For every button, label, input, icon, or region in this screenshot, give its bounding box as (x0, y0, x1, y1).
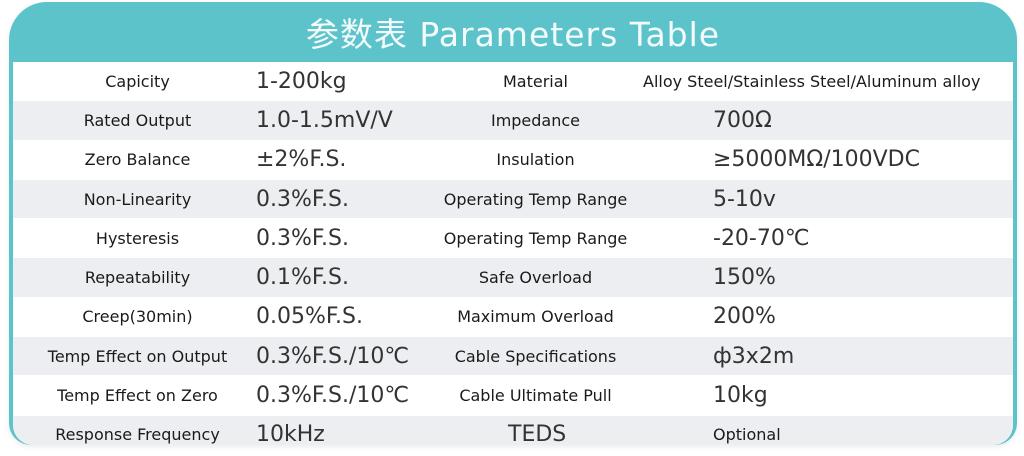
param-label: Impedance (490, 110, 581, 130)
param-value: 1.0-1.5mV/V (256, 107, 393, 133)
param-value: 5-10v (713, 186, 776, 212)
param-label: Safe Overload (478, 268, 593, 288)
param-label: Rated Output (83, 110, 192, 130)
param-value: 10kHz (256, 422, 325, 445)
param-value: Alloy Steel/Stainless Steel/Aluminum all… (643, 71, 981, 91)
table-row: Capicity 1-200kg Material Alloy Steel/St… (13, 62, 1013, 102)
param-label: Cable Specifications (454, 346, 617, 366)
param-label: Cable Ultimate Pull (459, 386, 612, 406)
param-label: TEDS (508, 422, 567, 445)
table-row: Repeatability 0.1%F.S. Safe Overload 150… (13, 258, 1013, 298)
param-label: Repeatability (84, 268, 191, 288)
table-row: Rated Output 1.0-1.5mV/V Impedance 700Ω (13, 101, 1013, 141)
param-value: Optional (713, 425, 781, 445)
param-label: Zero Balance (84, 150, 191, 170)
param-value: 150% (713, 265, 776, 291)
param-value: 10kg (713, 383, 768, 409)
table-body: Capicity 1-200kg Material Alloy Steel/St… (13, 62, 1013, 445)
param-label: Temp Effect on Zero (57, 386, 218, 406)
param-value: -20-70℃ (713, 225, 810, 251)
table-row: Response Frequency 10kHz TEDS Optional (13, 415, 1013, 445)
param-label: Temp Effect on Output (47, 346, 228, 366)
param-label: Insulation (496, 150, 575, 170)
param-label: Response Frequency (55, 425, 220, 445)
table-row: Non-Linearity 0.3%F.S. Operating Temp Ra… (13, 179, 1013, 220)
table-row: Hysteresis 0.3%F.S. Operating Temp Range… (13, 219, 1013, 259)
param-value: 0.3%F.S./10℃ (256, 383, 410, 409)
param-value: ±2%F.S. (256, 147, 347, 173)
param-value: 0.1%F.S. (256, 265, 349, 291)
param-label: Operating Temp Range (443, 189, 628, 209)
param-label: Hysteresis (95, 228, 180, 248)
param-value: 700Ω (713, 107, 772, 133)
param-label: Non-Linearity (83, 189, 192, 209)
param-value: 0.3%F.S. (256, 186, 349, 212)
param-value: ф3x2m (713, 343, 795, 369)
param-label: Capicity (105, 71, 170, 91)
param-value: 200% (713, 304, 776, 330)
param-value: ≥5000MΩ/100VDC (713, 147, 920, 173)
param-label: Maximum Overload (457, 307, 614, 327)
param-value: 0.3%F.S. (256, 225, 349, 251)
parameters-table: 参数表 Parameters Table Capicity 1-200kg Ma… (9, 2, 1017, 445)
param-label: Operating Temp Range (443, 228, 628, 248)
param-label: Creep(30min) (82, 307, 193, 327)
param-label: Material (503, 71, 568, 91)
param-value: 1-200kg (256, 68, 347, 94)
param-value: 0.05%F.S. (256, 304, 363, 330)
table-row: Temp Effect on Output 0.3%F.S./10℃ Cable… (13, 337, 1013, 377)
param-value: 0.3%F.S./10℃ (256, 343, 410, 369)
table-row: Zero Balance ±2%F.S. Insulation ≥5000MΩ/… (13, 140, 1013, 180)
table-title: 参数表 Parameters Table (305, 15, 721, 54)
table-row: Temp Effect on Zero 0.3%F.S./10℃ Cable U… (13, 376, 1013, 416)
table-row: Creep(30min) 0.05%F.S. Maximum Overload … (13, 297, 1013, 338)
